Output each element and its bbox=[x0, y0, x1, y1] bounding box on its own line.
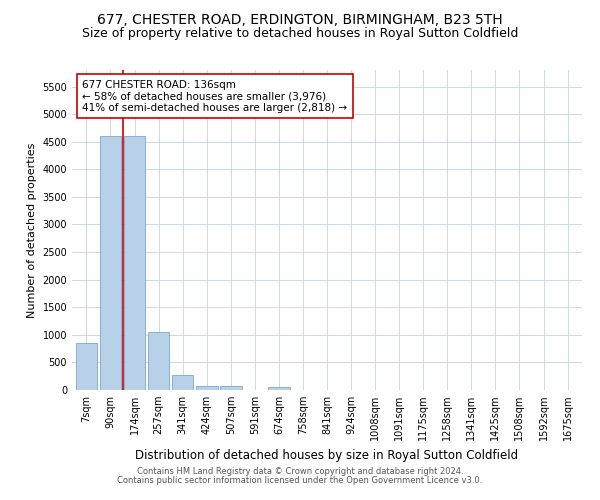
Text: Size of property relative to detached houses in Royal Sutton Coldfield: Size of property relative to detached ho… bbox=[82, 28, 518, 40]
Bar bbox=[172, 375, 193, 390]
Text: 677 CHESTER ROAD: 136sqm
← 58% of detached houses are smaller (3,976)
41% of sem: 677 CHESTER ROAD: 136sqm ← 58% of detach… bbox=[82, 80, 347, 113]
Text: Contains HM Land Registry data © Crown copyright and database right 2024.: Contains HM Land Registry data © Crown c… bbox=[137, 467, 463, 476]
Bar bbox=[220, 386, 242, 390]
Bar bbox=[196, 386, 218, 390]
Bar bbox=[124, 136, 145, 390]
Y-axis label: Number of detached properties: Number of detached properties bbox=[27, 142, 37, 318]
X-axis label: Distribution of detached houses by size in Royal Sutton Coldfield: Distribution of detached houses by size … bbox=[136, 448, 518, 462]
Bar bbox=[76, 343, 97, 390]
Bar bbox=[148, 332, 169, 390]
Bar bbox=[268, 386, 290, 390]
Text: 677, CHESTER ROAD, ERDINGTON, BIRMINGHAM, B23 5TH: 677, CHESTER ROAD, ERDINGTON, BIRMINGHAM… bbox=[97, 12, 503, 26]
Text: Contains public sector information licensed under the Open Government Licence v3: Contains public sector information licen… bbox=[118, 476, 482, 485]
Bar bbox=[100, 136, 121, 390]
